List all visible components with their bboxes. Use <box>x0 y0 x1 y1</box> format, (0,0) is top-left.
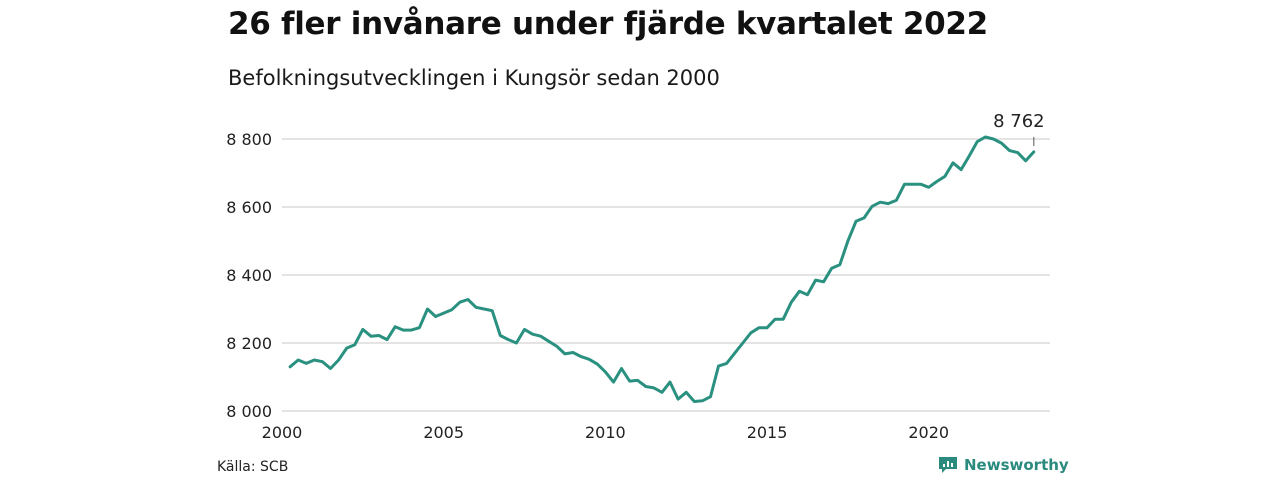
y-tick-label: 8 400 <box>226 266 272 285</box>
newsworthy-icon <box>939 457 957 473</box>
y-axis-ticks: 8 000 8 200 8 400 8 600 8 800 <box>226 130 272 421</box>
last-value-label: 8 762 <box>993 111 1045 132</box>
x-tick-label: 2020 <box>908 423 949 442</box>
chart-title: 26 fler invånare under fjärde kvartalet … <box>228 6 988 42</box>
brand-name: Newsworthy <box>964 456 1069 474</box>
x-axis-ticks: 2000 2005 2010 2015 2020 <box>262 423 949 442</box>
x-tick-label: 2015 <box>747 423 788 442</box>
x-tick-label: 2005 <box>423 423 464 442</box>
y-tick-label: 8 600 <box>226 198 272 217</box>
y-tick-label: 8 200 <box>226 334 272 353</box>
x-tick-label: 2010 <box>585 423 626 442</box>
chart-subtitle: Befolkningsutvecklingen i Kungsör sedan … <box>228 66 720 90</box>
y-tick-label: 8 000 <box>226 402 272 421</box>
gridlines <box>282 138 1050 412</box>
source-label: Källa: SCB <box>217 459 289 475</box>
x-tick-label: 2000 <box>262 423 303 442</box>
y-tick-label: 8 800 <box>226 130 272 149</box>
brand-logo: Newsworthy <box>938 456 1069 474</box>
population-line <box>288 135 1036 403</box>
